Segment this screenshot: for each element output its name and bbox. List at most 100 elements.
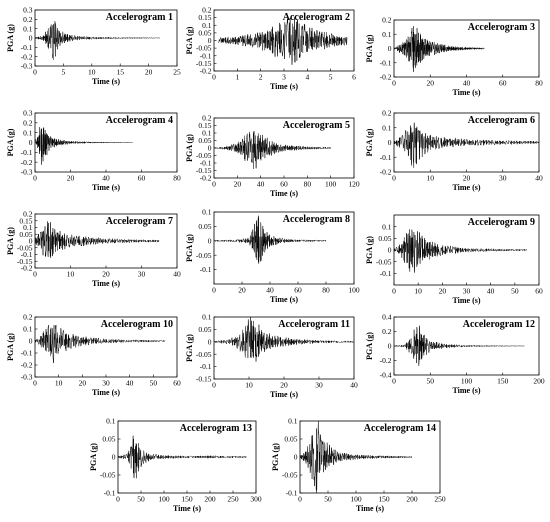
chart-title: Accelerogram 1 xyxy=(106,12,173,23)
y-tick-label: -0.15 xyxy=(196,59,212,68)
x-tick-label: 200 xyxy=(406,495,418,504)
x-tick-label: 0 xyxy=(33,174,37,183)
y-tick-label: 0 xyxy=(388,246,392,255)
y-tick-label: -0.15 xyxy=(17,257,33,266)
y-tick-label: -0.3 xyxy=(21,168,33,177)
x-tick-label: 20 xyxy=(463,174,471,183)
x-tick-label: 2 xyxy=(259,73,263,82)
x-axis-label: Time (s) xyxy=(356,504,384,513)
chart-title: Accelerogram 11 xyxy=(278,319,350,330)
x-tick-label: 40 xyxy=(257,180,265,189)
x-tick-label: 40 xyxy=(463,79,471,88)
y-tick-label: 0.1 xyxy=(202,313,212,322)
x-axis-label: Time (s) xyxy=(270,82,298,91)
chart-title: Accelerogram 3 xyxy=(468,22,535,33)
x-tick-label: 10 xyxy=(245,381,253,390)
x-tick-label: 50 xyxy=(427,377,435,386)
y-tick-label: 0.05 xyxy=(198,325,211,334)
y-tick-label: -0.05 xyxy=(196,151,212,160)
chart-title: Accelerogram 2 xyxy=(283,12,350,23)
y-tick-label: -0.1 xyxy=(286,489,298,498)
y-tick-label: 0.1 xyxy=(202,21,212,30)
y-axis-label: PGA (g) xyxy=(6,24,15,52)
y-tick-label: -0.1 xyxy=(200,265,212,274)
x-tick-label: 250 xyxy=(434,495,446,504)
accelerogram-chart-14: 0 50 100 150 200 250 -0.1 -0.05 0 0.05 0.1 Time (s)… xyxy=(271,417,446,513)
y-axis-label: PGA (g) xyxy=(185,134,194,162)
y-tick-label: -0.1 xyxy=(380,58,392,67)
y-tick-label: 0.2 xyxy=(23,15,33,24)
y-tick-label: 0.1 xyxy=(202,208,212,217)
y-tick-label: 0.1 xyxy=(382,30,392,39)
y-tick-label: -0.2 xyxy=(380,73,392,82)
x-tick-label: 20 xyxy=(439,287,447,296)
y-tick-label: 0.2 xyxy=(23,118,33,127)
acceleration-series xyxy=(393,325,525,366)
x-axis-label: Time (s) xyxy=(92,183,120,192)
x-tick-label: 3 xyxy=(282,73,286,82)
accelerogram-chart-13: 0 50 100 150 200 250 300 -0.1 -0.05 0 0.05 0.1 Time … xyxy=(89,417,262,513)
y-tick-label: -0.05 xyxy=(196,350,212,359)
x-tick-label: 100 xyxy=(158,495,170,504)
y-axis-label: PGA (g) xyxy=(365,128,374,156)
y-tick-label: -0.05 xyxy=(376,257,392,266)
x-tick-label: 60 xyxy=(173,379,181,388)
x-tick-label: 40 xyxy=(126,379,134,388)
x-tick-label: 50 xyxy=(324,495,332,504)
x-tick-label: 20 xyxy=(234,180,242,189)
x-tick-label: 30 xyxy=(102,379,110,388)
y-tick-label: 0 xyxy=(388,342,392,351)
x-tick-label: 10 xyxy=(55,379,63,388)
y-tick-label: 0.2 xyxy=(202,114,212,123)
y-tick-label: -0.1 xyxy=(200,362,212,371)
x-tick-label: 100 xyxy=(350,495,362,504)
chart-title: Accelerogram 5 xyxy=(283,120,350,131)
x-tick-label: 20 xyxy=(238,286,246,295)
y-tick-label: -0.2 xyxy=(380,168,392,177)
acceleration-series xyxy=(393,122,540,168)
y-tick-label: 0.1 xyxy=(382,123,392,132)
x-axis-label: Time (s) xyxy=(270,189,298,198)
chart-title: Accelerogram 14 xyxy=(364,423,436,434)
y-axis-label: PGA (g) xyxy=(365,34,374,62)
y-tick-label: 0.05 xyxy=(19,230,32,239)
x-tick-label: 20 xyxy=(427,79,435,88)
y-tick-label: 0.4 xyxy=(382,313,392,322)
y-tick-label: 0 xyxy=(388,44,392,53)
y-tick-label: 0 xyxy=(112,453,116,462)
x-tick-label: 20 xyxy=(79,379,87,388)
x-tick-label: 60 xyxy=(138,174,146,183)
x-tick-label: 40 xyxy=(487,287,495,296)
y-tick-label: -0.1 xyxy=(200,51,212,60)
acceleration-series xyxy=(213,316,355,362)
y-tick-label: 0 xyxy=(208,337,212,346)
chart-title: Accelerogram 9 xyxy=(468,217,535,228)
y-axis-label: PGA (g) xyxy=(185,334,194,362)
x-tick-label: 200 xyxy=(204,495,216,504)
x-tick-label: 10 xyxy=(67,270,75,279)
chart-title: Accelerogram 7 xyxy=(106,216,173,227)
y-tick-label: -0.1 xyxy=(200,159,212,168)
y-tick-label: 0.1 xyxy=(382,222,392,231)
accelerogram-chart-2: 0 1 2 3 4 5 6-0.2-0.15-0.1-0.0500.050.10.150.2… xyxy=(185,6,356,91)
y-tick-label: 0.1 xyxy=(106,417,116,426)
acceleration-series xyxy=(393,26,485,72)
y-tick-label: -0.2 xyxy=(200,67,212,76)
chart-title: Accelerogram 4 xyxy=(106,115,173,126)
y-tick-label: -0.3 xyxy=(21,373,33,382)
x-axis-label: Time (s) xyxy=(173,504,201,513)
y-axis-label: PGA (g) xyxy=(185,26,194,54)
x-tick-label: 0 xyxy=(392,287,396,296)
x-tick-label: 0 xyxy=(392,377,396,386)
x-axis-label: Time (s) xyxy=(452,386,480,395)
accelerogram-chart-7: 0 10 20 30 40-0.2-0.15-0.1-0.0500.050.10.150… xyxy=(6,210,181,288)
y-tick-label: -0.15 xyxy=(196,166,212,175)
acceleration-series xyxy=(34,21,161,60)
x-tick-label: 40 xyxy=(102,174,110,183)
y-tick-label: 0.2 xyxy=(382,16,392,25)
x-tick-label: 20 xyxy=(280,381,288,390)
y-axis-label: PGA (g) xyxy=(89,443,98,471)
x-tick-label: 5 xyxy=(62,68,66,77)
y-tick-label: -0.2 xyxy=(21,52,33,61)
